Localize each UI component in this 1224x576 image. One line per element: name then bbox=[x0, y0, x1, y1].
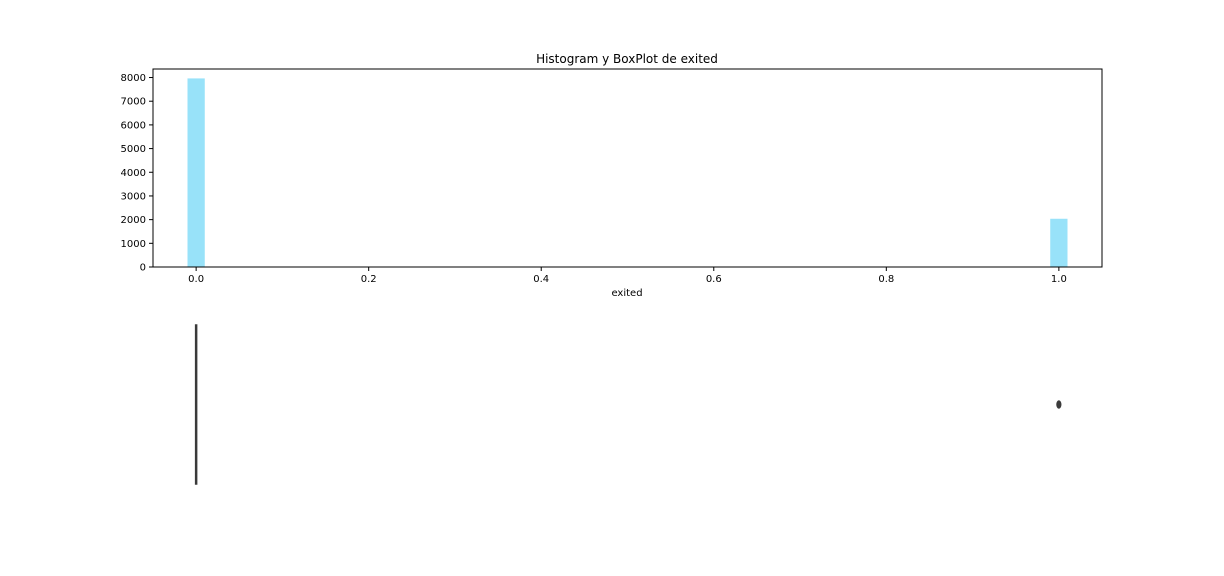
x-axis-ticks: 0.0 0.2 0.4 0.6 0.8 1.0 bbox=[188, 267, 1067, 285]
box-outlier-point bbox=[1056, 400, 1062, 409]
y-tick-label: 4000 bbox=[121, 168, 146, 179]
histogram-axes: Histogram y BoxPlot de exited 0.0 0.2 0.4 0… bbox=[121, 52, 1103, 299]
x-tick-label: 0.8 bbox=[878, 274, 894, 285]
x-tick-label: 0.2 bbox=[361, 274, 377, 285]
histogram-bars bbox=[187, 78, 1068, 267]
x-tick-label: 0.4 bbox=[533, 274, 549, 285]
y-tick-label: 2000 bbox=[121, 215, 146, 226]
histogram-bar bbox=[1050, 218, 1068, 267]
y-axis-ticks: 0 1000 2000 3000 4000 5000 6000 7000 8000 bbox=[121, 73, 153, 274]
y-tick-label: 8000 bbox=[121, 73, 146, 84]
y-tick-label: 6000 bbox=[121, 120, 146, 131]
x-axis-label: exited bbox=[611, 288, 642, 299]
x-tick-label: 0.0 bbox=[188, 274, 204, 285]
y-tick-label: 0 bbox=[140, 263, 146, 274]
boxplot-axes bbox=[194, 324, 1062, 485]
histogram-frame bbox=[152, 68, 1103, 268]
y-tick-label: 5000 bbox=[121, 144, 146, 155]
y-tick-label: 1000 bbox=[121, 239, 146, 250]
y-tick-label: 3000 bbox=[121, 191, 146, 202]
x-tick-label: 1.0 bbox=[1051, 274, 1067, 285]
chart-title: Histogram y BoxPlot de exited bbox=[536, 52, 718, 66]
y-tick-label: 7000 bbox=[121, 97, 146, 108]
x-tick-label: 0.6 bbox=[706, 274, 722, 285]
histogram-bar bbox=[187, 78, 205, 267]
